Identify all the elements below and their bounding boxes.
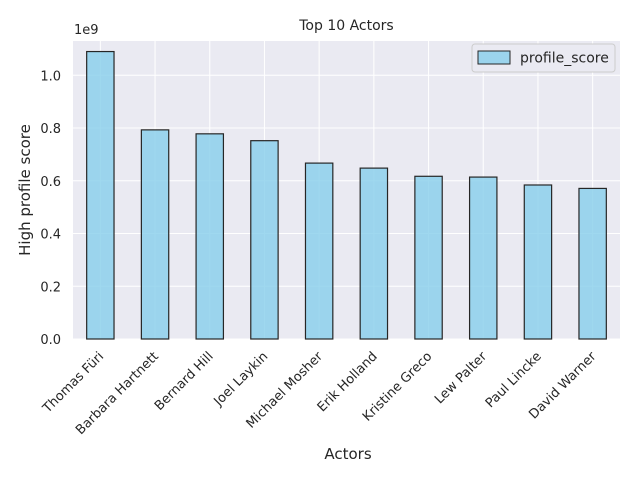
y-axis-multiplier: 1e9 <box>74 23 99 38</box>
y-tick-label: 0.0 <box>40 333 61 348</box>
chart-title: Top 10 Actors <box>298 18 393 34</box>
legend-label: profile_score <box>520 51 609 67</box>
y-tick-label: 0.8 <box>40 122 61 137</box>
x-axis-label: Actors <box>324 445 371 463</box>
bar <box>578 187 607 340</box>
bar <box>140 129 170 340</box>
bar <box>195 133 225 340</box>
y-tick-label: 0.4 <box>40 228 61 243</box>
bar <box>86 50 115 340</box>
bar <box>523 184 553 340</box>
bar <box>304 162 334 340</box>
x-tick-label: Joel Laykin <box>211 349 272 410</box>
legend: profile_score <box>471 43 616 73</box>
bar <box>468 176 498 340</box>
y-axis-label: High profile score <box>16 124 34 256</box>
x-tick-label: Lew Palter <box>432 349 490 407</box>
y-tick-label: 0.6 <box>40 175 61 190</box>
y-tick-label: 1.0 <box>40 69 61 84</box>
bar <box>414 175 443 340</box>
x-tick-label: Bernard Hill <box>152 349 217 414</box>
bar <box>359 167 389 340</box>
bar <box>250 140 279 340</box>
y-tick-labels: 0.0 0.2 0.4 0.6 0.8 1.0 <box>40 69 61 348</box>
bars <box>86 50 607 340</box>
legend-swatch <box>477 50 511 65</box>
y-tick-label: 0.2 <box>40 280 61 295</box>
